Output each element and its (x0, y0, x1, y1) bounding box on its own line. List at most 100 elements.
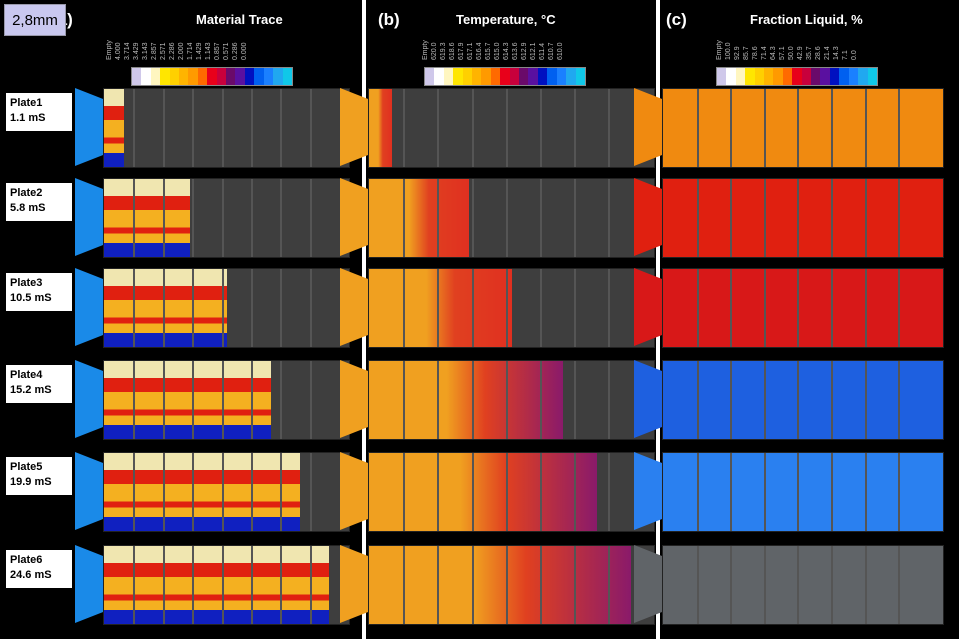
colorbar-tick: Empty (106, 40, 113, 60)
colorbar-swatch (829, 68, 840, 85)
plate-rib (831, 361, 833, 439)
colorbar-swatch (434, 68, 444, 85)
melt-fill (369, 453, 597, 531)
colorbar-tick: 92.9 (734, 46, 741, 60)
plate-time: 24.6 mS (10, 569, 52, 581)
plate-rib (696, 546, 699, 624)
plate-rib (898, 546, 901, 624)
colorbar-tick: 0.000 (241, 42, 248, 60)
colorbar-swatch (867, 68, 877, 85)
plate-rib (403, 89, 406, 167)
melt-fill (104, 361, 271, 439)
row-label: Plate2 5.8 mS (6, 183, 72, 221)
plate-rib (831, 179, 833, 257)
colorbar-swatch (141, 68, 151, 85)
colorbar-tick: 0.286 (232, 42, 239, 60)
plate-rib (471, 361, 474, 439)
casting-plate (368, 268, 655, 348)
plate-rib (608, 89, 611, 167)
casting-plate (368, 88, 655, 168)
plate-rib (831, 269, 833, 347)
gate-runner (634, 268, 664, 346)
plate-rib (864, 546, 867, 624)
plate-rib (831, 546, 833, 624)
plate-rib (192, 361, 195, 439)
plate-rib (898, 89, 901, 167)
plate-name: Plate5 (10, 461, 43, 473)
plate-rib (505, 269, 508, 347)
colorbar-tick: 2.857 (151, 42, 158, 60)
colorbar-swatch (509, 68, 520, 85)
colorbar-swatch (150, 68, 161, 85)
plate-rib (162, 269, 165, 347)
gate-runner (75, 268, 105, 346)
colorbar (131, 67, 293, 86)
colorbar-swatch (462, 68, 473, 85)
plate-rib (280, 269, 283, 347)
plate-rib (309, 269, 312, 347)
plate-rib (221, 453, 224, 531)
colorbar-swatch (263, 68, 274, 85)
plate-rib (280, 179, 283, 257)
colorbar-tick: 4.000 (115, 42, 122, 60)
plate-rib (540, 89, 542, 167)
colorbar-swatch (500, 68, 510, 85)
plate-rib (574, 361, 577, 439)
colorbar-swatch (216, 68, 227, 85)
casting-plate (662, 452, 944, 532)
casting-plate (662, 88, 944, 168)
colorbar-swatch (490, 68, 501, 85)
plate-rib (437, 179, 440, 257)
plate-rib (864, 89, 867, 167)
colorbar-swatch (226, 68, 236, 85)
colorbar (716, 67, 878, 86)
plate-rib (192, 453, 195, 531)
plate-name: Plate2 (10, 187, 43, 199)
colorbar-swatch (443, 68, 454, 85)
plate-rib (133, 546, 136, 624)
melt-fill (104, 269, 227, 347)
colorbar-swatch (782, 68, 793, 85)
panel-label: (c) (666, 10, 687, 29)
row-label: Plate6 24.6 mS (6, 550, 72, 588)
gate-runner (634, 545, 664, 623)
colorbar-tick: 0.571 (223, 42, 230, 60)
plate-rib (763, 546, 766, 624)
colorbar-tick: 3.714 (124, 42, 131, 60)
plate-rib (797, 546, 800, 624)
panel-title: Fraction Liquid, % (750, 12, 863, 27)
colorbar-tick: 57.1 (779, 46, 786, 60)
casting-plate (368, 452, 655, 532)
plate-rib (864, 179, 867, 257)
casting-plate (103, 178, 350, 258)
colorbar-swatch (528, 68, 538, 85)
plate-rib (437, 269, 440, 347)
plate-rib (280, 89, 283, 167)
colorbar-tick: 610.7 (548, 42, 555, 60)
plate-rib (162, 179, 165, 257)
plate-rib (763, 179, 766, 257)
panel-label: (b) (378, 10, 400, 29)
colorbar-tick: 85.7 (743, 46, 750, 60)
colorbar-swatch (754, 68, 765, 85)
colorbar-swatch (764, 68, 774, 85)
colorbar-tick: 2.286 (169, 42, 176, 60)
row-label: Plate4 15.2 mS (6, 365, 72, 403)
colorbar-tick: 613.6 (512, 42, 519, 60)
colorbar-tick: Empty (716, 40, 723, 60)
panel-temperature: (b) Temperature, °C Empty 620.0 619.3 618.6 61… (340, 0, 656, 639)
casting-plate (368, 178, 655, 258)
plate-rib (730, 179, 733, 257)
colorbar-swatch (453, 68, 463, 85)
colorbar-swatch (745, 68, 755, 85)
plate-rib (608, 269, 611, 347)
plate-rib (192, 269, 195, 347)
plate-rib (471, 546, 474, 624)
plate-rib (251, 269, 253, 347)
plate-rib (133, 269, 136, 347)
melt-fill (369, 361, 563, 439)
plate-rib (471, 453, 474, 531)
colorbar-tick: 0.857 (214, 42, 221, 60)
plate-rib (574, 179, 577, 257)
plate-rib (898, 179, 901, 257)
